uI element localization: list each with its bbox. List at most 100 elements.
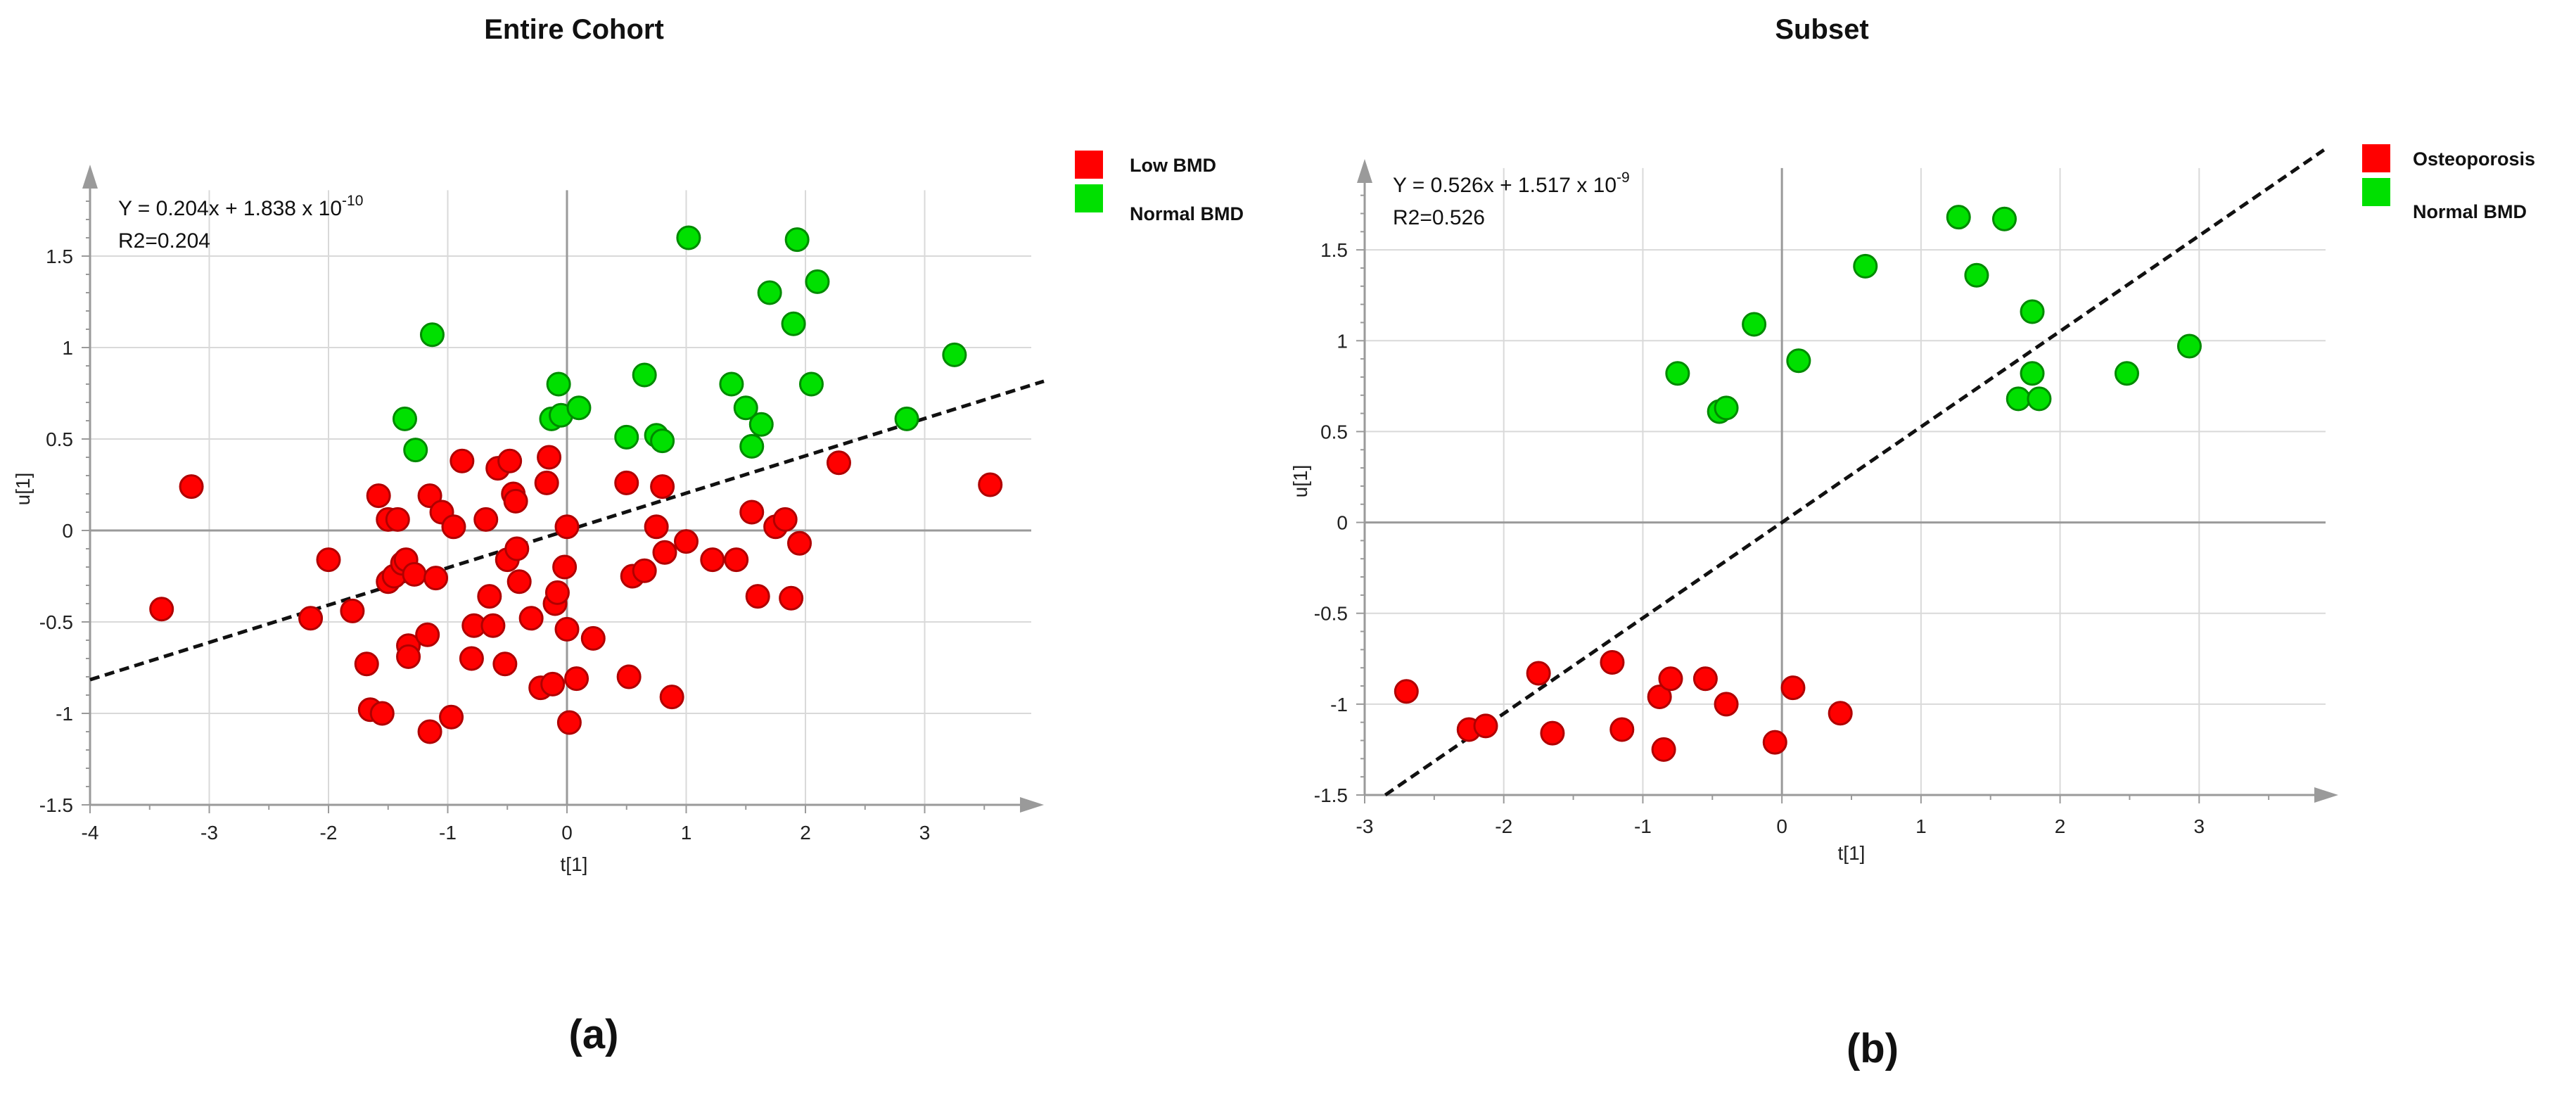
x-axis-arrow <box>2314 787 2338 803</box>
y-tick-label: 0 <box>1337 512 1348 534</box>
legend-label-low-bmd: Low BMD <box>1130 155 1216 176</box>
data-point-low-bmd <box>779 585 804 611</box>
data-point-osteoporosis <box>1540 720 1565 746</box>
data-point-normal-bmd <box>798 371 824 397</box>
data-point-normal-bmd <box>403 438 428 463</box>
legend-swatch-normal-bmd-b <box>2362 178 2390 206</box>
y-tick-label: -1 <box>56 703 73 725</box>
data-point-low-bmd <box>739 500 765 525</box>
data-point-low-bmd <box>298 606 324 631</box>
data-point-low-bmd <box>385 507 410 532</box>
data-point-low-bmd <box>556 710 582 735</box>
data-point-normal-bmd <box>942 342 967 367</box>
data-point-normal-bmd <box>1946 205 1971 230</box>
data-point-osteoporosis <box>1692 666 1718 692</box>
data-point-low-bmd <box>369 701 395 726</box>
data-point-normal-bmd <box>784 227 810 253</box>
equation-exponent-a: -10 <box>342 193 363 209</box>
panel-label-b: (b) <box>1847 1026 1899 1071</box>
x-tick-label: 1 <box>681 822 692 844</box>
x-tick-label: 0 <box>561 822 573 844</box>
panel-label-a: (a) <box>569 1012 619 1057</box>
x-tick-label: 3 <box>919 822 931 844</box>
data-point-low-bmd <box>564 666 589 692</box>
data-point-normal-bmd <box>1742 312 1767 337</box>
points-layer-a <box>149 225 1003 744</box>
data-point-low-bmd <box>724 547 749 573</box>
x-axis-label-b: t[1] <box>1838 842 1866 864</box>
data-point-osteoporosis <box>1828 701 1853 726</box>
equation-exponent-b: -9 <box>1617 170 1630 186</box>
regression-equation-a: Y = 0.204x + 1.838 x 10-10 R2=0.204 <box>118 193 363 253</box>
data-point-normal-bmd <box>757 280 782 305</box>
data-point-normal-bmd <box>419 322 445 348</box>
legend-a: Low BMD Normal BMD <box>1075 151 1244 224</box>
data-point-normal-bmd <box>2020 299 2045 324</box>
data-point-osteoporosis <box>1526 661 1551 686</box>
data-point-normal-bmd <box>2176 333 2202 359</box>
data-point-normal-bmd <box>2027 386 2052 412</box>
x-axis-arrow <box>1020 797 1044 813</box>
data-point-low-bmd <box>366 483 391 509</box>
x-tick-label: -1 <box>439 822 457 844</box>
data-point-low-bmd <box>552 554 578 580</box>
data-point-low-bmd <box>580 625 606 651</box>
data-point-normal-bmd <box>1964 262 1989 288</box>
y-tick-label: 1.5 <box>46 246 73 267</box>
data-point-low-bmd <box>504 536 530 561</box>
data-point-normal-bmd <box>1853 253 1878 279</box>
data-point-osteoporosis <box>1658 666 1683 692</box>
data-point-low-bmd <box>417 483 442 509</box>
data-point-normal-bmd <box>632 362 657 388</box>
equation-prefix-b: Y = 0.526x + 1.517 x 10 <box>1393 174 1617 197</box>
data-point-low-bmd <box>477 584 502 609</box>
data-point-normal-bmd <box>719 371 744 397</box>
data-point-low-bmd <box>787 530 812 556</box>
data-point-low-bmd <box>700 547 725 573</box>
data-point-low-bmd <box>554 514 580 540</box>
data-point-low-bmd <box>396 644 421 669</box>
tick-labels-b: -3 -2 -1 0 1 2 3 -1.5 -1 -0.5 0 0.5 1 1.5 <box>1314 239 2205 837</box>
y-tick-label: 0 <box>62 520 73 542</box>
regression-equation-b: Y = 0.526x + 1.517 x 10-9 R2=0.526 <box>1393 170 1630 229</box>
data-point-normal-bmd <box>894 406 919 431</box>
x-tick-label: -3 <box>1356 815 1374 837</box>
data-point-normal-bmd <box>2020 361 2045 386</box>
y-tick-label: -1.5 <box>39 794 73 816</box>
x-tick-label: -2 <box>320 822 338 844</box>
legend-label-osteoporosis: Osteoporosis <box>2413 148 2535 170</box>
y-axis-label-b: u[1] <box>1289 465 1311 498</box>
data-point-normal-bmd <box>1714 395 1739 421</box>
data-point-low-bmd <box>149 597 174 622</box>
data-point-osteoporosis <box>1473 713 1498 739</box>
y-axis-arrow <box>82 165 98 189</box>
y-tick-label: -1 <box>1330 694 1348 715</box>
data-point-normal-bmd <box>805 269 830 294</box>
x-tick-label: -4 <box>82 822 99 844</box>
tick-labels-a: -4 -3 -2 -1 0 1 2 3 -1.5 -1 -0.5 0 0.5 1 1.5 <box>39 246 931 844</box>
data-point-normal-bmd <box>1991 206 2017 231</box>
data-point-low-bmd <box>518 606 544 631</box>
data-point-low-bmd <box>632 558 657 583</box>
data-point-low-bmd <box>614 470 639 495</box>
data-point-low-bmd <box>402 561 427 587</box>
data-point-low-bmd <box>449 448 475 473</box>
data-point-low-bmd <box>441 514 466 540</box>
data-point-osteoporosis <box>1394 679 1419 704</box>
data-point-low-bmd <box>534 470 559 495</box>
data-point-normal-bmd <box>1786 348 1811 374</box>
y-axis-arrow <box>1357 159 1372 183</box>
y-tick-label: 1 <box>62 337 73 359</box>
y-tick-label: 0.5 <box>46 428 73 450</box>
data-point-normal-bmd <box>546 371 571 397</box>
data-point-low-bmd <box>537 445 562 470</box>
data-point-low-bmd <box>772 507 798 532</box>
x-tick-label: -2 <box>1495 815 1512 837</box>
r2-text-a: R2=0.204 <box>118 229 210 253</box>
data-point-low-bmd <box>659 685 684 710</box>
data-point-normal-bmd <box>1665 361 1690 386</box>
grid-a <box>82 165 1044 813</box>
data-point-low-bmd <box>506 569 532 594</box>
y-tick-label: -0.5 <box>1314 603 1348 625</box>
